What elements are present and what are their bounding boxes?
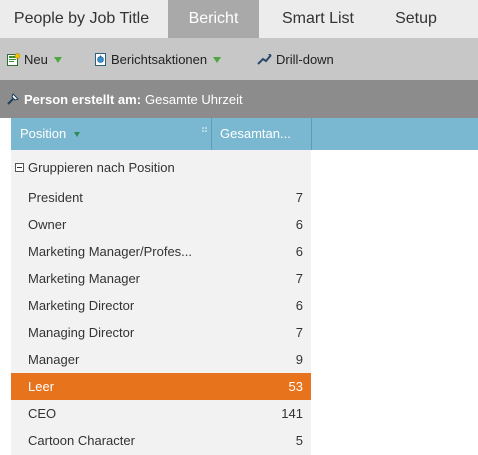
table-row-selected[interactable]: Leer 53 <box>11 373 311 400</box>
report-actions-icon <box>94 52 107 66</box>
report-actions-label: Berichtsaktionen <box>111 51 208 67</box>
drill-down-label: Drill-down <box>276 51 334 67</box>
new-button-label: Neu <box>24 51 48 67</box>
group-label: Gruppieren nach Position <box>28 160 175 175</box>
cell-count: 7 <box>295 271 303 286</box>
new-report-icon <box>7 52 21 66</box>
report-actions-button[interactable]: Berichtsaktionen <box>94 50 222 68</box>
filter-pin-icon <box>6 92 20 106</box>
table-row[interactable]: Managing Director 7 <box>11 319 311 346</box>
chevron-down-icon <box>213 56 222 63</box>
drill-down-button[interactable]: Drill-down <box>257 50 334 68</box>
cell-position: Marketing Manager/Profes... <box>28 244 193 259</box>
table-row[interactable]: Marketing Director 6 <box>11 292 311 319</box>
cell-count: 53 <box>288 379 303 394</box>
cell-count: 141 <box>281 406 303 421</box>
grid-gutter <box>0 118 11 455</box>
cell-position: Marketing Director <box>28 298 135 313</box>
collapse-icon[interactable] <box>15 163 24 172</box>
table-row[interactable]: Manager 9 <box>11 346 311 373</box>
sort-icon <box>73 132 80 138</box>
filter-value[interactable]: Gesamte Uhrzeit <box>145 91 243 107</box>
cell-count: 7 <box>295 325 303 340</box>
cell-count: 7 <box>295 190 303 205</box>
table-row[interactable]: Marketing Manager 7 <box>11 265 311 292</box>
tab-smart-list[interactable]: Smart List <box>281 10 354 27</box>
column-divider[interactable] <box>311 118 312 150</box>
cell-position: Owner <box>28 217 67 232</box>
cell-count: 9 <box>295 352 303 367</box>
cell-position: Manager <box>28 352 80 367</box>
resize-handle-icon[interactable] <box>201 121 209 132</box>
group-row[interactable]: Gruppieren nach Position <box>11 150 311 185</box>
table-row[interactable]: Marketing Manager/Profes... 6 <box>11 238 311 265</box>
cell-position: Cartoon Character <box>28 433 135 448</box>
cell-position: President <box>28 190 83 205</box>
table-row[interactable]: President 7 <box>11 184 311 211</box>
new-button[interactable]: Neu <box>7 50 62 68</box>
column-header-position[interactable]: Position <box>20 118 200 150</box>
cell-position: CEO <box>28 406 57 421</box>
tab-bar: People by Job Title Bericht Smart List S… <box>0 0 478 38</box>
cell-position: Managing Director <box>28 325 135 340</box>
grid-header: Position Gesamtan... <box>11 118 478 150</box>
cell-count: 6 <box>295 244 303 259</box>
tab-bericht[interactable]: Bericht <box>168 0 259 38</box>
cell-count: 6 <box>295 217 303 232</box>
tab-people-by-job-title[interactable]: People by Job Title <box>13 10 150 27</box>
column-divider[interactable] <box>211 118 212 150</box>
cell-position: Marketing Manager <box>28 271 140 286</box>
toolbar: Neu Berichtsaktionen Drill-down <box>0 38 478 80</box>
table-row[interactable]: Owner 6 <box>11 211 311 238</box>
cell-count: 6 <box>295 298 303 313</box>
filter-label: Person erstellt am: <box>24 91 142 107</box>
grid-body: Gruppieren nach Position President 7 Own… <box>11 150 311 455</box>
table-row[interactable]: CEO 141 <box>11 400 311 427</box>
drill-down-icon <box>257 53 272 66</box>
column-header-total[interactable]: Gesamtan... <box>220 126 291 141</box>
filter-bar[interactable]: Person erstellt am: Gesamte Uhrzeit <box>0 80 478 118</box>
column-header-position-label: Position <box>20 126 67 141</box>
chevron-down-icon <box>53 56 62 63</box>
tab-setup[interactable]: Setup <box>395 10 437 27</box>
grid-empty-area <box>311 150 478 455</box>
table-row[interactable]: Cartoon Character 5 <box>11 427 311 454</box>
cell-count: 5 <box>295 433 303 448</box>
cell-position: Leer <box>28 379 55 394</box>
